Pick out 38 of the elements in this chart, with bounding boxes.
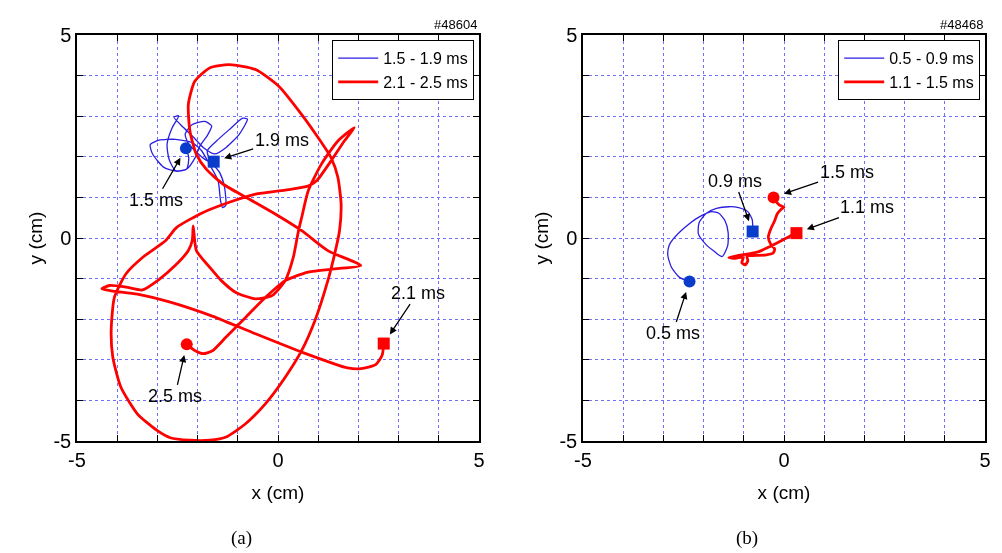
y-tick-label: 5	[566, 24, 578, 46]
point	[746, 225, 759, 238]
y-tick-label: 0	[566, 227, 578, 249]
x-tick-label: 5	[473, 448, 485, 471]
y-tick-label: 5	[60, 24, 72, 46]
y-tick-label: 0	[60, 227, 72, 249]
annotation: 0.5 ms	[646, 323, 701, 343]
legend-label: 1.5 - 1.9 ms	[383, 50, 468, 68]
y-axis-title: y (cm)	[24, 211, 46, 265]
annotation: 1.5 ms	[820, 162, 875, 182]
x-tick-label: 0	[272, 448, 284, 471]
legend-label: 2.1 - 2.5 ms	[383, 74, 468, 92]
annotation: 1.5 ms	[129, 190, 184, 210]
x-tick-label: 0	[778, 448, 790, 471]
legend-label: 0.5 - 0.9 ms	[889, 50, 974, 68]
text: #48604	[434, 17, 478, 32]
y-axis-title: y (cm)	[530, 211, 552, 265]
point	[683, 275, 696, 288]
y-tick-label: -5	[559, 430, 578, 452]
text: (a)	[231, 527, 253, 549]
point	[179, 142, 192, 155]
x-axis-title: x (cm)	[251, 482, 305, 504]
annotation: 1.1 ms	[840, 197, 895, 217]
annotation: 2.1 ms	[391, 283, 446, 303]
text: #48468	[940, 17, 984, 32]
y-tick-label: -5	[53, 430, 72, 452]
annotation: 0.9 ms	[708, 171, 763, 191]
legend-label: 1.1 - 1.5 ms	[889, 74, 974, 92]
x-axis-title: x (cm)	[757, 482, 811, 504]
point	[180, 338, 193, 351]
text: (b)	[736, 527, 759, 549]
annotation: 2.5 ms	[148, 386, 203, 406]
point	[207, 155, 220, 168]
point	[767, 191, 780, 204]
point	[790, 227, 803, 240]
x-tick-label: 5	[979, 448, 991, 471]
point	[377, 337, 390, 350]
annotation: 1.9 ms	[255, 130, 310, 150]
